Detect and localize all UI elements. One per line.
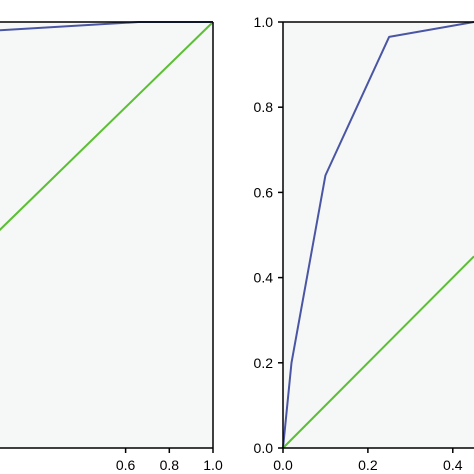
left-x-tick-label: 0.6	[116, 457, 136, 473]
right-x-tick-label: 0.0	[273, 457, 293, 473]
right-x-tick-label: 0.2	[358, 457, 378, 473]
left-plot-area	[0, 22, 213, 448]
right-y-tick-label: 0.0	[254, 440, 274, 456]
right-roc-curve	[282, 21, 474, 449]
right-y-tick-label: 1.0	[254, 14, 274, 30]
left-x-tick-label: 0.8	[160, 457, 180, 473]
right-y-tick-label: 0.2	[254, 355, 274, 371]
right-plot-area	[283, 22, 474, 448]
right-roc-chart: 0.0 0.2 0.4 0.0 0.2 0.4 0.6 0.8 1.0	[254, 14, 474, 473]
right-y-tick-label: 0.8	[254, 99, 274, 115]
right-x-tick-label: 0.4	[443, 457, 463, 473]
left-diagonal-line	[0, 21, 214, 232]
right-y-tick-label: 0.6	[254, 184, 274, 200]
left-roc-chart: 0.6 0.8 1.0	[0, 21, 223, 473]
right-y-tick-label: 0.4	[254, 270, 274, 286]
left-x-tick-label: 1.0	[203, 457, 223, 473]
right-diagonal-line	[282, 255, 474, 449]
